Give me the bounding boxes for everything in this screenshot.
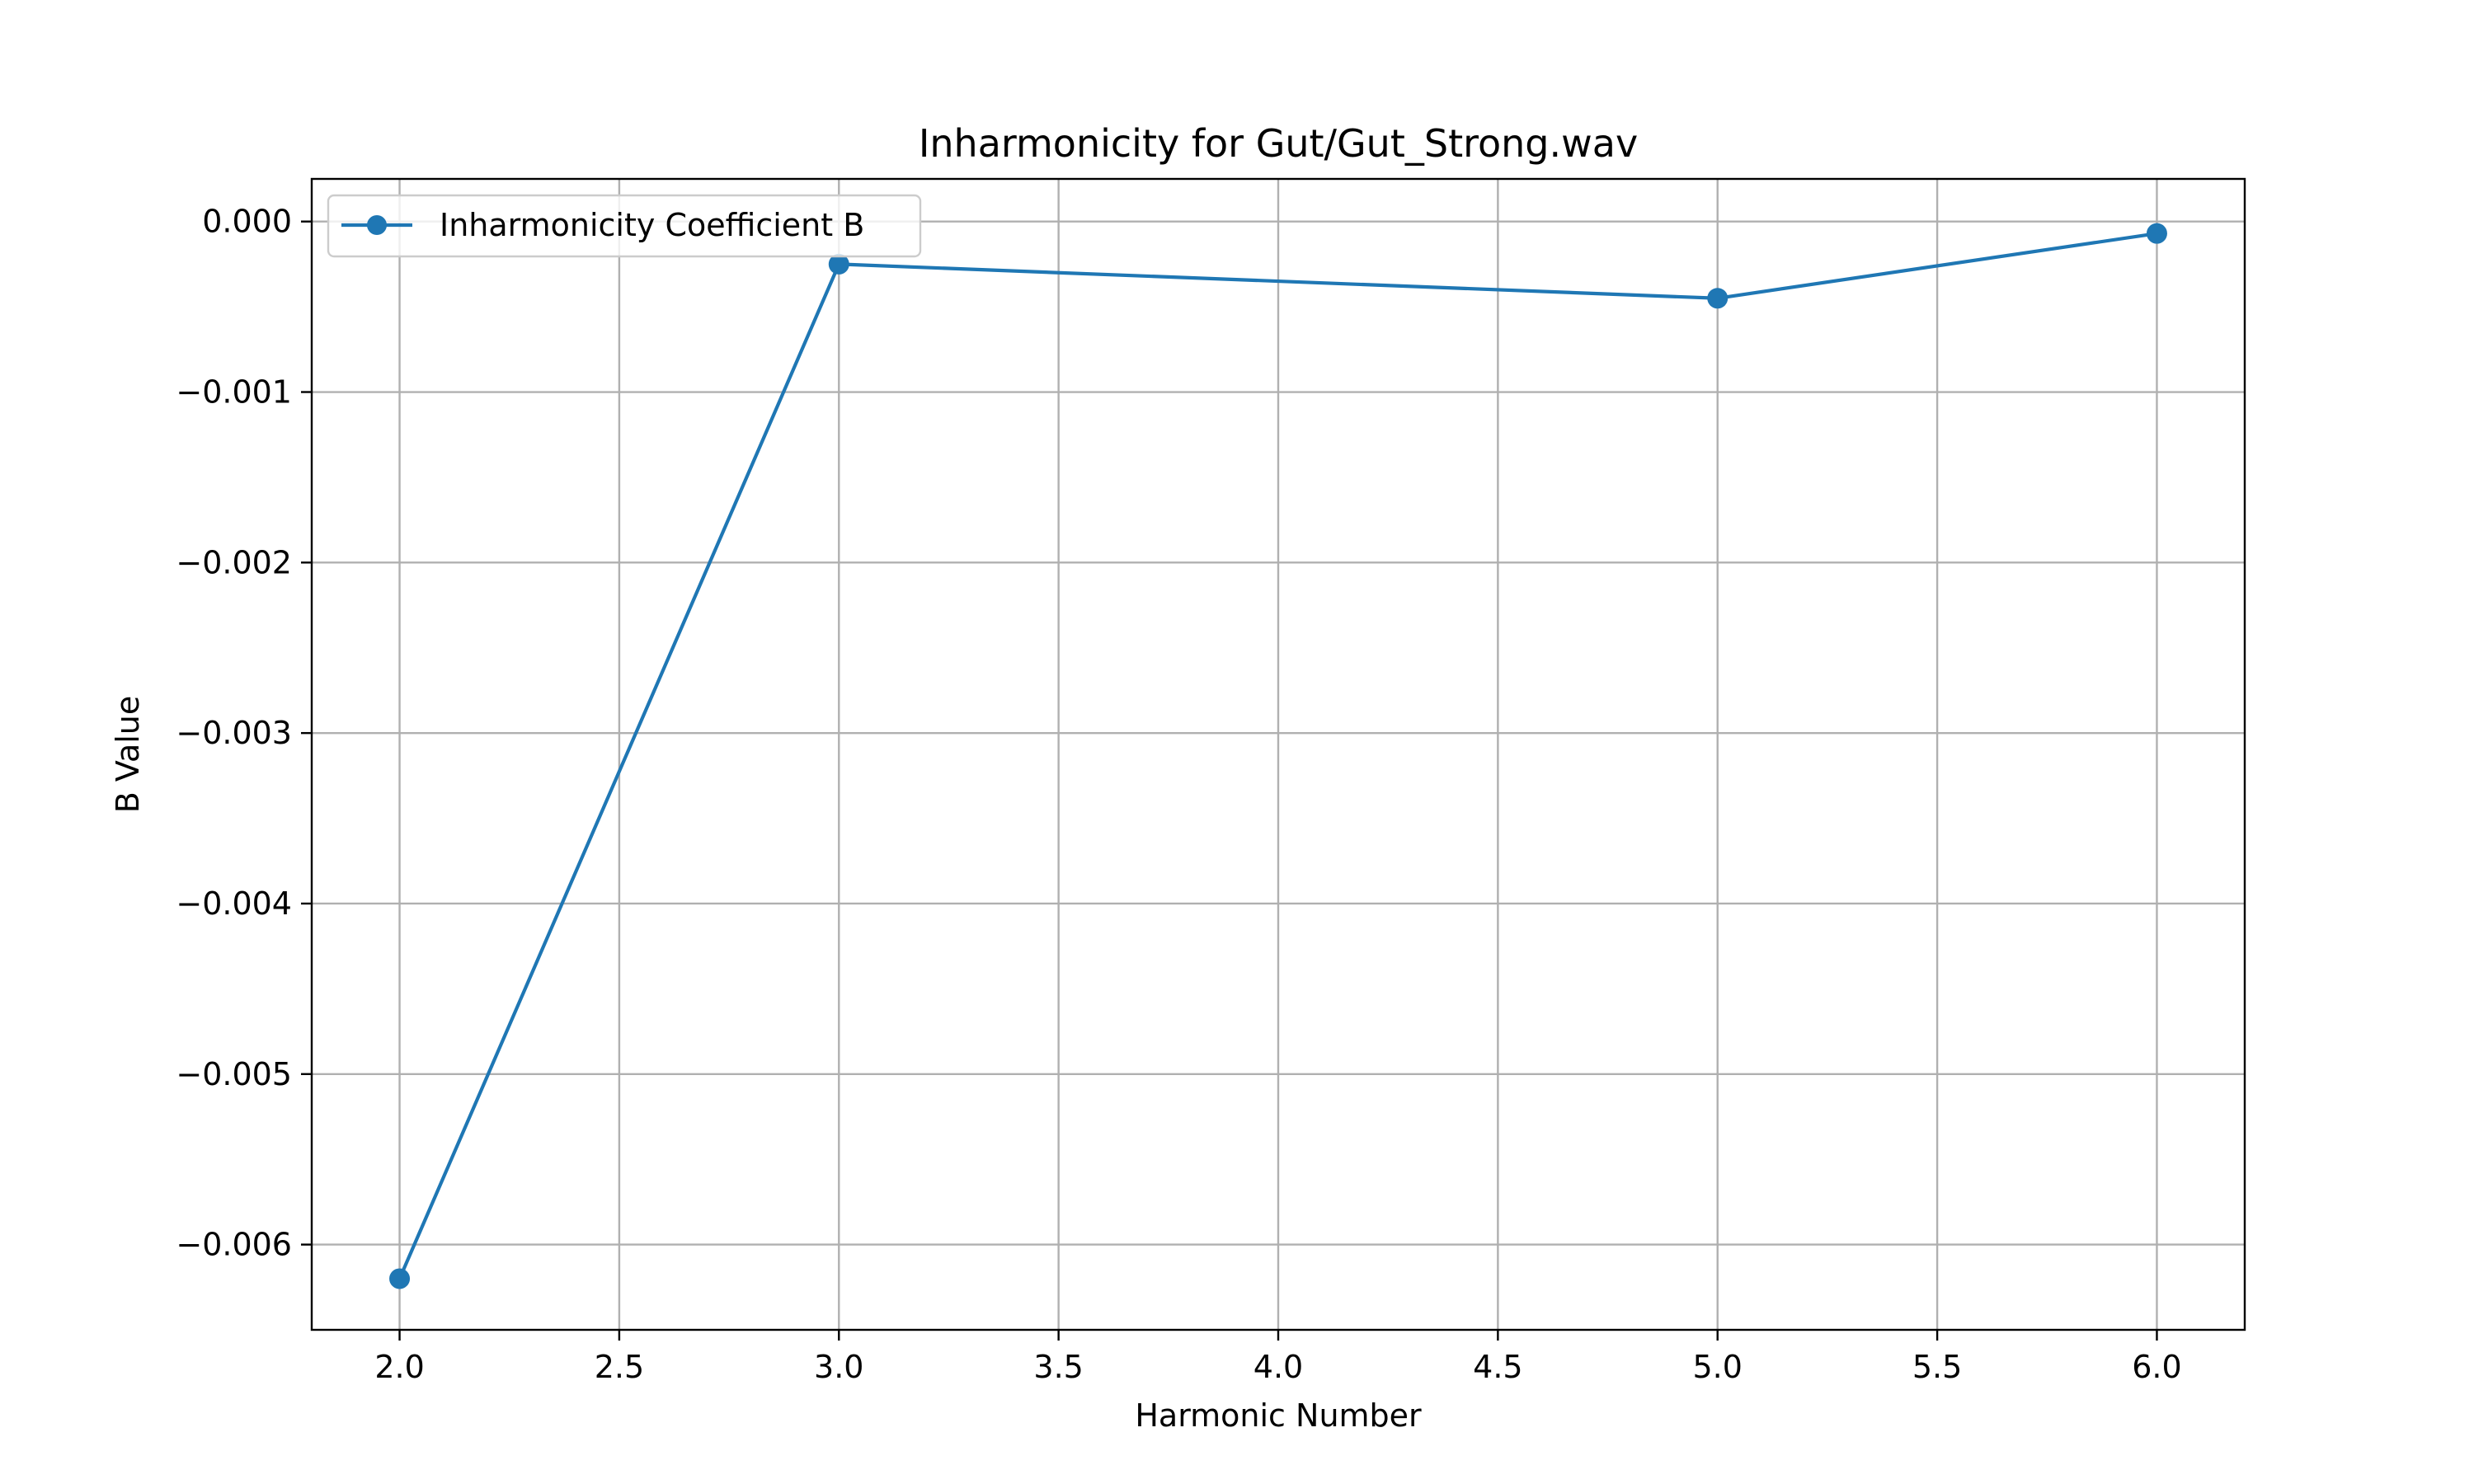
x-tick-label: 3.0 [814,1349,863,1385]
legend-marker-swatch [367,215,387,235]
y-tick-label: 0.000 [202,204,292,240]
data-point [2146,223,2167,244]
y-tick-label: −0.003 [176,715,292,751]
x-tick-label: 2.5 [595,1349,644,1385]
x-tick-label: 4.5 [1473,1349,1522,1385]
data-point [1707,288,1729,309]
y-tick-label: −0.002 [176,544,292,580]
series-layer [389,223,2167,1289]
x-tick-label: 6.0 [2132,1349,2181,1385]
data-point [389,1268,411,1289]
grid-layer [312,179,2245,1330]
legend-entry-label: Inharmonicity Coefficient B [440,207,864,243]
tick-layer: 2.0 2.5 3.0 3.5 4.0 4.5 5.0 5.5 6.0 0.000 −0.001 −0… [176,204,2181,1385]
y-tick-label: −0.001 [176,374,292,411]
chart-title: Inharmonicity for Gut/Gut_Strong.wav [919,121,1638,166]
y-tick-label: −0.006 [176,1227,292,1263]
y-tick-label: −0.004 [176,885,292,922]
x-tick-label: 2.0 [374,1349,424,1385]
data-point [828,253,849,275]
series-line [397,232,2157,1280]
y-axis-label: B Value [110,696,146,814]
y-tick-label: −0.005 [176,1056,292,1092]
legend-box [327,194,922,258]
legend: Inharmonicity Coefficient B [327,194,922,258]
x-tick-label: 3.5 [1033,1349,1083,1385]
x-tick-label: 5.0 [1693,1349,1743,1385]
x-axis-label: Harmonic Number [1135,1397,1422,1434]
x-tick-label: 5.5 [1912,1349,1962,1385]
x-tick-label: 4.0 [1253,1349,1303,1385]
